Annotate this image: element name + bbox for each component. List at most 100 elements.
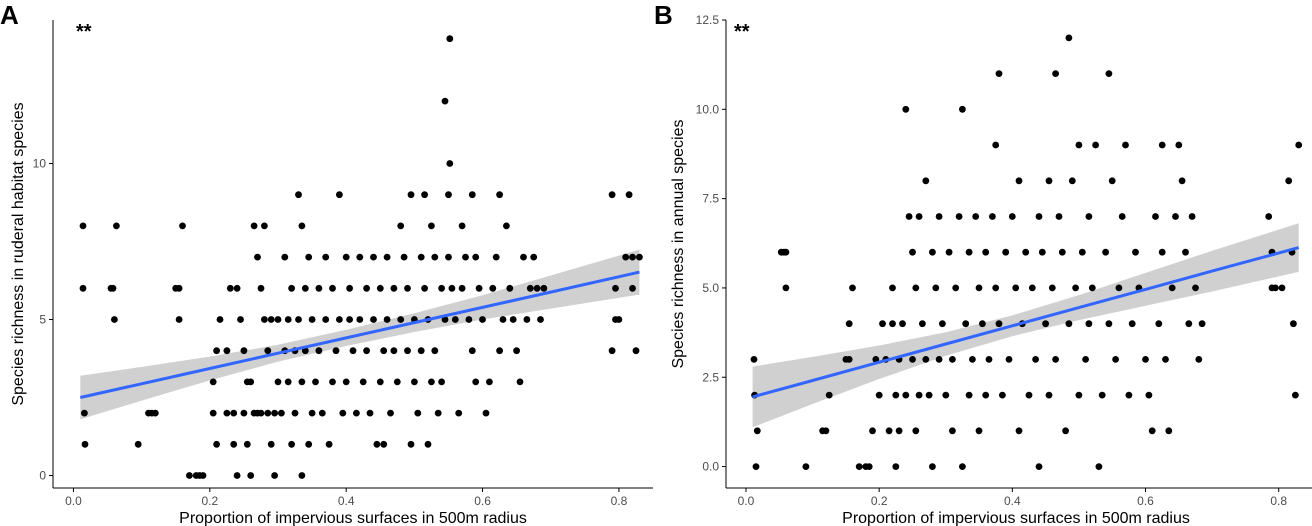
panel-b-data-point-89 — [1038, 248, 1046, 256]
panel-a-data-point-161 — [499, 316, 507, 323]
panel-a-data-point-34 — [240, 347, 248, 355]
panel-a-data-point-43 — [257, 409, 265, 417]
panel-b-data-point-73 — [995, 70, 1003, 77]
panel-b-data-point-3 — [753, 427, 761, 435]
panel-b-data-point-15 — [849, 284, 856, 292]
panel-b-y-tick-label-5: 12.5 — [696, 13, 720, 27]
panel-b-data-point-119 — [1118, 213, 1126, 220]
panel-a-data-point-100 — [370, 316, 377, 323]
panel-b-data-point-69 — [985, 356, 993, 363]
panel-a-data-point-104 — [376, 284, 384, 292]
panel-a-data-point-45 — [261, 316, 268, 323]
panel-b-y-tick-label-4: 10.0 — [696, 102, 720, 116]
panel-b-data-point-91 — [1045, 391, 1053, 399]
panel-b-data-point-131 — [1158, 248, 1166, 256]
panel-a-data-point-168 — [523, 316, 531, 323]
panel-a-data-point-68 — [298, 472, 306, 479]
panel-b-data-point-18 — [865, 463, 873, 470]
panel-a-data-point-22 — [213, 440, 221, 448]
panel-b-data-point-83 — [1022, 248, 1030, 256]
panel-b-data-point-53 — [949, 427, 956, 435]
panel-b-data-point-81 — [1015, 177, 1023, 185]
panel-b-data-point-106 — [1082, 356, 1089, 363]
panel-b-data-point-133 — [1165, 427, 1173, 435]
panel-a-x-axis-label: Proportion of impervious surfaces in 500… — [179, 510, 527, 526]
panel-b-x-tick-label-2: 0.4 — [1004, 494, 1021, 508]
panel-b-data-point-128 — [1152, 213, 1159, 220]
panel-b-data-point-7 — [782, 284, 790, 292]
panel-b-data-point-8 — [802, 463, 810, 470]
panel-a-x-tick-label-3: 0.6 — [474, 494, 491, 508]
panel-a-data-point-182 — [629, 253, 636, 261]
panel-a-data-point-108 — [383, 253, 391, 261]
panel-b-data-point-38 — [912, 284, 920, 292]
panel-a-data-point-99 — [366, 409, 374, 417]
panel-a-data-point-130 — [428, 378, 435, 386]
panel-b-data-point-149 — [1285, 177, 1293, 185]
panel-a-data-point-66 — [298, 222, 306, 230]
panel-a-x-tick-label-4: 0.8 — [611, 494, 628, 508]
panel-a-data-point-57 — [281, 253, 289, 261]
panel-b-data-point-98 — [1062, 427, 1069, 435]
panel-a-data-point-153 — [475, 284, 483, 292]
panel-a-data-point-152 — [472, 253, 480, 261]
panel-a-data-point-172 — [537, 316, 544, 323]
panel-a-x-tick-label-0: 0.0 — [65, 494, 82, 508]
panel-a-data-point-29 — [230, 440, 238, 448]
panel-b-data-point-36 — [909, 356, 916, 363]
panel-a-data-point-164 — [509, 316, 517, 323]
panel-b-data-point-48 — [935, 356, 943, 363]
panel-a-data-point-76 — [315, 284, 323, 292]
panel-a-data-point-102 — [373, 440, 381, 448]
panel-a-data-point-174 — [608, 191, 616, 199]
panel-b-data-point-152 — [1292, 391, 1299, 399]
panel-b-data-point-116 — [1108, 177, 1116, 185]
panel-b-data-point-61 — [965, 248, 973, 256]
panel-b-x-tick-label-0: 0.0 — [738, 494, 755, 508]
panel-a-data-point-51 — [271, 409, 278, 417]
panel-b-data-point-129 — [1155, 320, 1163, 328]
panel-b-data-point-115 — [1105, 320, 1113, 328]
panel-a-data-point-20 — [209, 378, 217, 386]
panel-b-y-tick-label-2: 5.0 — [702, 281, 719, 295]
panel-a-data-point-111 — [390, 347, 398, 355]
panel-b-data-point-151 — [1290, 320, 1297, 328]
panel-b-data-point-86 — [1032, 356, 1039, 363]
panel-a-data-point-81 — [325, 440, 333, 448]
panel-a-data-point-166 — [516, 378, 524, 386]
panel-b-data-point-42 — [922, 356, 930, 363]
panel-b-data-point-54 — [949, 356, 956, 363]
panel-a-data-point-157 — [489, 284, 497, 292]
panel-b-data-point-105 — [1078, 248, 1086, 256]
panel-a-data-point-143 — [451, 316, 459, 323]
panel-a-data-point-156 — [486, 378, 493, 386]
panel-a-data-point-132 — [431, 347, 439, 355]
panel-b-data-point-6 — [782, 248, 790, 256]
panel-a-data-point-1 — [79, 284, 87, 292]
panel-a-data-point-38 — [247, 472, 255, 479]
panel-b-data-point-64 — [975, 284, 983, 292]
panel-a-data-point-59 — [284, 378, 292, 386]
panel-b-data-point-33 — [902, 391, 910, 399]
panel-a-data-point-159 — [496, 191, 503, 199]
panel-a-data-point-169 — [526, 284, 534, 292]
panel-b-data-point-78 — [1008, 213, 1016, 220]
panel-a-data-point-117 — [404, 347, 411, 355]
panel-a-data-point-92 — [349, 347, 357, 355]
panel-a-data-point-85 — [336, 191, 343, 199]
panel-a-data-point-67 — [298, 378, 306, 386]
panel-b-data-point-43 — [922, 177, 930, 185]
panel-a-y-axis-label: Species richness in ruderal habitat spec… — [10, 102, 27, 405]
panel-a-data-point-82 — [329, 378, 336, 386]
panel-a-data-point-162 — [503, 222, 510, 230]
panel-a-data-point-84 — [332, 347, 340, 355]
panel-b-data-point-147 — [1272, 284, 1279, 292]
panel-b-data-point-45 — [929, 248, 936, 256]
panel-b-data-point-94 — [1052, 70, 1059, 77]
panel-a-data-point-173 — [540, 284, 548, 292]
panel-a-data-point-145 — [458, 222, 466, 230]
panel-a-data-point-179 — [622, 253, 630, 261]
panel-b-data-point-27 — [892, 391, 900, 399]
panel-b-data-point-109 — [1088, 284, 1096, 292]
